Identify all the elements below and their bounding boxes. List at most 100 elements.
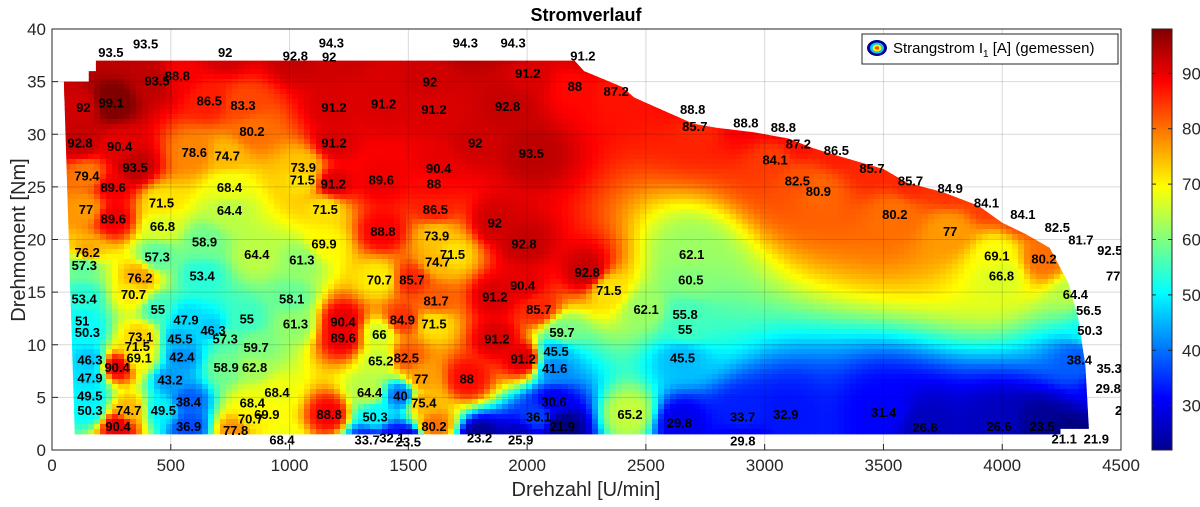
heat-cell (208, 424, 215, 430)
heat-cell (124, 414, 131, 420)
heat-cell (136, 179, 143, 185)
heat-cell (352, 284, 359, 290)
heat-cell (256, 209, 263, 215)
heat-cell (388, 159, 395, 165)
heat-cell (256, 364, 263, 370)
heat-cell (256, 64, 263, 70)
heat-cell (298, 279, 305, 285)
heat-cell (154, 159, 161, 165)
heat-cell (364, 339, 371, 345)
heat-cell (190, 154, 197, 160)
heat-cell (382, 294, 389, 300)
heat-cell (124, 349, 131, 355)
heat-cell (292, 224, 299, 230)
heat-cell (310, 199, 317, 205)
heat-cell (208, 134, 215, 140)
heat-cell (112, 409, 119, 415)
heat-cell (274, 129, 281, 135)
heat-cell (136, 159, 143, 165)
heat-cell (208, 299, 215, 305)
heat-cell (292, 79, 299, 85)
heat-cell (178, 384, 185, 390)
heat-cell (388, 304, 395, 310)
heat-cell (292, 259, 299, 265)
heat-cell (310, 359, 317, 365)
heat-cell (244, 214, 251, 220)
heat-cell (316, 89, 323, 95)
heat-cell (100, 419, 107, 425)
heat-cell (142, 434, 149, 435)
heat-cell (352, 349, 359, 355)
heat-cell (136, 249, 143, 255)
heat-cell (136, 149, 143, 155)
heat-cell (88, 189, 95, 195)
heat-cell (82, 429, 89, 435)
heat-cell (364, 424, 371, 430)
heat-cell (202, 239, 209, 245)
heat-cell (184, 109, 191, 115)
heat-cell (394, 74, 401, 80)
heat-cell (118, 174, 125, 180)
heat-cell (118, 204, 125, 210)
heat-cell (70, 334, 77, 340)
heat-cell (292, 179, 299, 185)
heat-cell (382, 404, 389, 410)
heat-cell (154, 184, 161, 190)
heat-cell (382, 184, 389, 190)
heat-cell (262, 319, 269, 325)
heat-cell (268, 359, 275, 365)
heat-cell (172, 319, 179, 325)
heat-cell (124, 369, 131, 375)
heat-cell (340, 234, 347, 240)
heat-cell (136, 319, 143, 325)
heat-cell (340, 299, 347, 305)
heat-cell (178, 114, 185, 120)
heat-cell (112, 89, 119, 95)
heat-cell (166, 254, 173, 260)
heat-cell (124, 304, 131, 310)
heat-cell (334, 114, 341, 120)
heat-cell (274, 194, 281, 200)
heat-cell (394, 264, 401, 270)
heat-cell (172, 274, 179, 280)
heat-cell (334, 319, 341, 325)
heat-cell (148, 249, 155, 255)
heat-cell (334, 399, 341, 405)
heat-cell (220, 329, 227, 335)
heat-cell (166, 229, 173, 235)
heat-cell (136, 84, 143, 90)
heat-cell (166, 264, 173, 270)
heat-cell (154, 384, 161, 390)
heat-cell (304, 119, 311, 125)
heat-cell (358, 384, 365, 390)
heat-cell (142, 194, 149, 200)
heat-cell (124, 94, 131, 100)
heat-cell (214, 314, 221, 320)
heat-cell (310, 394, 317, 400)
heat-cell (352, 189, 359, 195)
heat-cell (220, 89, 227, 95)
heat-cell (310, 364, 317, 370)
heat-cell (358, 374, 365, 380)
heat-cell (124, 324, 131, 330)
heat-cell (220, 309, 227, 315)
heat-cell (250, 374, 257, 380)
heat-cell (292, 329, 299, 335)
heat-cell (358, 104, 365, 110)
heat-cell (70, 204, 77, 210)
heat-cell (262, 324, 269, 330)
heat-cell (148, 309, 155, 315)
heat-cell (94, 184, 101, 190)
heat-cell (76, 369, 83, 375)
heat-cell (316, 309, 323, 315)
heat-cell (358, 189, 365, 195)
heat-cell (358, 84, 365, 90)
heat-cell (382, 60, 389, 65)
heat-cell (322, 279, 329, 285)
heat-cell (190, 229, 197, 235)
heat-cell (256, 144, 263, 150)
heat-cell (220, 394, 227, 400)
heat-cell (376, 349, 383, 355)
heat-cell (208, 284, 215, 290)
heat-cell (256, 174, 263, 180)
